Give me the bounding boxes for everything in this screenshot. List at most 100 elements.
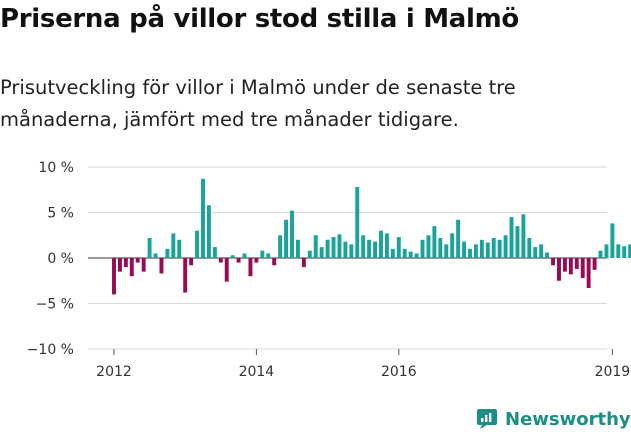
- chart-bar: [212, 247, 217, 258]
- newsworthy-brand[interactable]: Newsworthy: [476, 408, 631, 430]
- chart-bar: [242, 253, 247, 258]
- chart-bar: [438, 237, 443, 258]
- chart-bar: [325, 239, 330, 258]
- chart-bar: [450, 233, 455, 258]
- chart-bar: [503, 235, 508, 258]
- chart-bar: [604, 244, 609, 258]
- chart-bar: [272, 258, 277, 266]
- chart-bar: [515, 226, 520, 258]
- chart-bar: [491, 237, 496, 258]
- y-tick-label: 0 %: [47, 251, 74, 267]
- chart-bar: [165, 248, 170, 258]
- chart-bar: [361, 235, 366, 258]
- chart-bar: [117, 258, 122, 272]
- x-tick-label: 2014: [239, 364, 275, 380]
- chart-bar: [218, 258, 223, 263]
- chart-bar: [183, 258, 188, 293]
- newsworthy-logo-icon: [477, 409, 497, 429]
- chart-bar: [373, 241, 378, 258]
- chart-bar: [426, 235, 431, 258]
- chart-bar: [545, 252, 550, 258]
- chart-bar: [278, 235, 283, 258]
- chart-bar: [295, 239, 300, 258]
- chart-bar: [509, 217, 514, 258]
- chart-bar: [580, 258, 585, 279]
- chart-bar: [551, 258, 556, 266]
- chart-bar: [343, 241, 348, 258]
- chart-bar: [557, 258, 561, 281]
- chart-bar: [616, 244, 621, 258]
- chart-bar: [195, 230, 200, 258]
- chart-bar: [533, 247, 538, 258]
- chart-bar: [367, 239, 372, 258]
- chart-bar: [592, 258, 597, 270]
- y-tick-label: 10 %: [38, 160, 74, 176]
- chart-bar: [123, 258, 128, 268]
- y-tick-label: −5 %: [36, 297, 74, 313]
- chart-bar: [349, 244, 354, 258]
- chart-bar: [598, 250, 603, 258]
- chart-bar: [568, 258, 573, 275]
- chart-bar: [290, 210, 294, 258]
- chart-bar: [171, 233, 176, 258]
- chart-bar: [331, 237, 336, 258]
- chart-bar: [129, 258, 134, 277]
- y-tick-label: 5 %: [47, 206, 74, 222]
- x-tick-label: 2016: [381, 364, 417, 380]
- chart-bar: [379, 230, 383, 258]
- chart-bar: [206, 205, 211, 258]
- chart-bar: [319, 247, 324, 258]
- chart-bar: [153, 253, 158, 258]
- chart-bar: [396, 237, 401, 258]
- chart-bar: [420, 239, 425, 258]
- y-tick-label: −10 %: [27, 342, 74, 358]
- chart-bar: [254, 258, 259, 263]
- chart-bar: [177, 239, 182, 258]
- chart-bar: [527, 237, 532, 258]
- chart-bar: [390, 248, 395, 258]
- chart-bar: [562, 258, 567, 272]
- chart-bar: [301, 258, 306, 268]
- chart-bar: [266, 253, 271, 258]
- chart-bar: [402, 248, 407, 258]
- chart-bar: [355, 187, 360, 258]
- chart-bar: [521, 214, 526, 258]
- chart-bar: [408, 251, 413, 258]
- chart-bar: [384, 233, 389, 258]
- chart-bar: [432, 226, 437, 258]
- chart-bar: [610, 223, 615, 258]
- chart-bar: [337, 234, 342, 258]
- chart-bar: [313, 235, 318, 258]
- chart-bar: [135, 258, 140, 263]
- chart-bar: [462, 241, 467, 258]
- chart-bar: [479, 239, 484, 258]
- price-change-chart: −10 %−5 %0 %5 %10 %201220142016201920212…: [27, 160, 631, 380]
- chart-bar: [260, 250, 265, 258]
- chart-bar: [284, 219, 289, 258]
- chart-bar: [112, 258, 116, 295]
- chart-bar: [147, 237, 152, 258]
- chart-bar: [622, 246, 627, 258]
- chart-bar: [628, 244, 631, 258]
- chart-bar: [444, 244, 449, 258]
- chart-bar: [248, 258, 253, 277]
- chart-bar: [456, 219, 461, 258]
- chart-bar: [189, 258, 194, 266]
- chart-bar: [485, 242, 490, 258]
- chart-bar: [307, 250, 312, 258]
- chart-bar: [497, 239, 502, 258]
- chart-bar: [473, 244, 478, 258]
- chart-bar: [236, 258, 241, 263]
- chart-bar: [574, 258, 579, 269]
- brand-name: Newsworthy: [505, 408, 631, 430]
- chart-bar: [230, 255, 235, 258]
- page-subtitle: Prisutveckling för villor i Malmö under …: [0, 76, 516, 131]
- chart-bar: [468, 248, 472, 258]
- chart-bar: [586, 258, 591, 289]
- chart-bar: [201, 178, 205, 258]
- page-title: Priserna på villor stod stilla i Malmö: [0, 4, 519, 34]
- x-tick-label: 2019: [595, 364, 631, 380]
- chart-bar: [539, 244, 544, 258]
- chart-bar: [159, 258, 164, 274]
- x-tick-label: 2012: [96, 364, 132, 380]
